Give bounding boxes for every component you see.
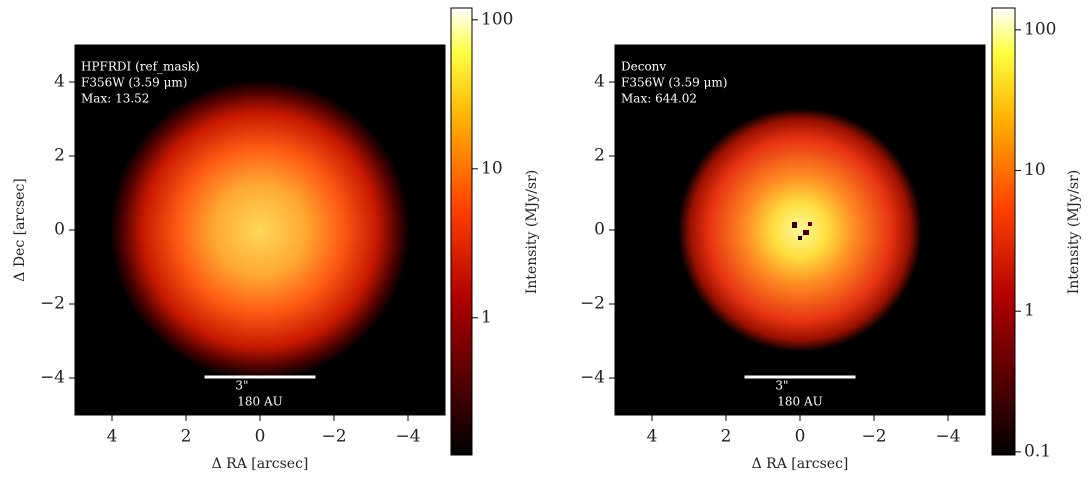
colorbar-label: Intensity (MJy/sr) <box>524 170 540 295</box>
x-tick-label: −4 <box>395 427 420 447</box>
colorbar-tick-label: 10 <box>481 158 503 178</box>
y-tick-label: −4 <box>40 368 65 388</box>
colorbar-tick-label: 1 <box>481 307 492 327</box>
x-tick-label: 2 <box>181 427 192 447</box>
x-axis-label: Δ RA [arcsec] <box>752 456 849 472</box>
colorbar <box>991 7 1016 456</box>
x-tick-label: 4 <box>647 427 658 447</box>
annotation: Max: 13.52 <box>81 92 149 106</box>
scale-bar-label: 3" <box>775 379 788 393</box>
colorbar-tick-label: 0.1 <box>1024 441 1051 461</box>
x-tick-label: 4 <box>107 427 118 447</box>
y-tick-label: −2 <box>580 294 605 314</box>
x-tick-label: 2 <box>721 427 732 447</box>
scale-bar-sublabel: 180 AU <box>237 395 283 409</box>
colorbar-label: Intensity (MJy/sr) <box>1066 170 1082 295</box>
annotation: HPFRDI (ref_mask) <box>81 60 200 74</box>
y-tick-label: 4 <box>594 72 605 92</box>
y-tick-label: −2 <box>40 294 65 314</box>
scale-bar-sublabel: 180 AU <box>777 395 823 409</box>
colorbar-tick-label: 10 <box>1024 160 1046 180</box>
y-axis-label: Δ Dec [arcsec] <box>12 178 28 281</box>
y-tick-label: 2 <box>594 146 605 166</box>
colorbar-tick-label: 100 <box>1024 19 1056 39</box>
annotation: F356W (3.59 μm) <box>621 76 727 90</box>
annotation: Deconv <box>621 60 666 74</box>
colorbar-tick-label: 100 <box>481 9 513 29</box>
y-tick-label: −4 <box>580 368 605 388</box>
x-axis-label: Δ RA [arcsec] <box>212 456 309 472</box>
colorbar-tick-label: 1 <box>1024 301 1035 321</box>
scale-bar-label: 3" <box>235 379 248 393</box>
annotation: F356W (3.59 μm) <box>81 76 187 90</box>
x-tick-label: 0 <box>795 427 806 447</box>
x-tick-label: 0 <box>255 427 266 447</box>
y-tick-label: 4 <box>54 72 65 92</box>
x-tick-label: −4 <box>935 427 960 447</box>
colorbar <box>450 7 473 456</box>
annotation: Max: 644.02 <box>621 92 697 106</box>
y-tick-label: 2 <box>54 146 65 166</box>
x-tick-label: −2 <box>861 427 886 447</box>
image-left <box>75 45 445 415</box>
y-tick-label: 0 <box>54 220 65 240</box>
y-tick-label: 0 <box>594 220 605 240</box>
image-right <box>615 45 985 415</box>
x-tick-label: −2 <box>321 427 346 447</box>
